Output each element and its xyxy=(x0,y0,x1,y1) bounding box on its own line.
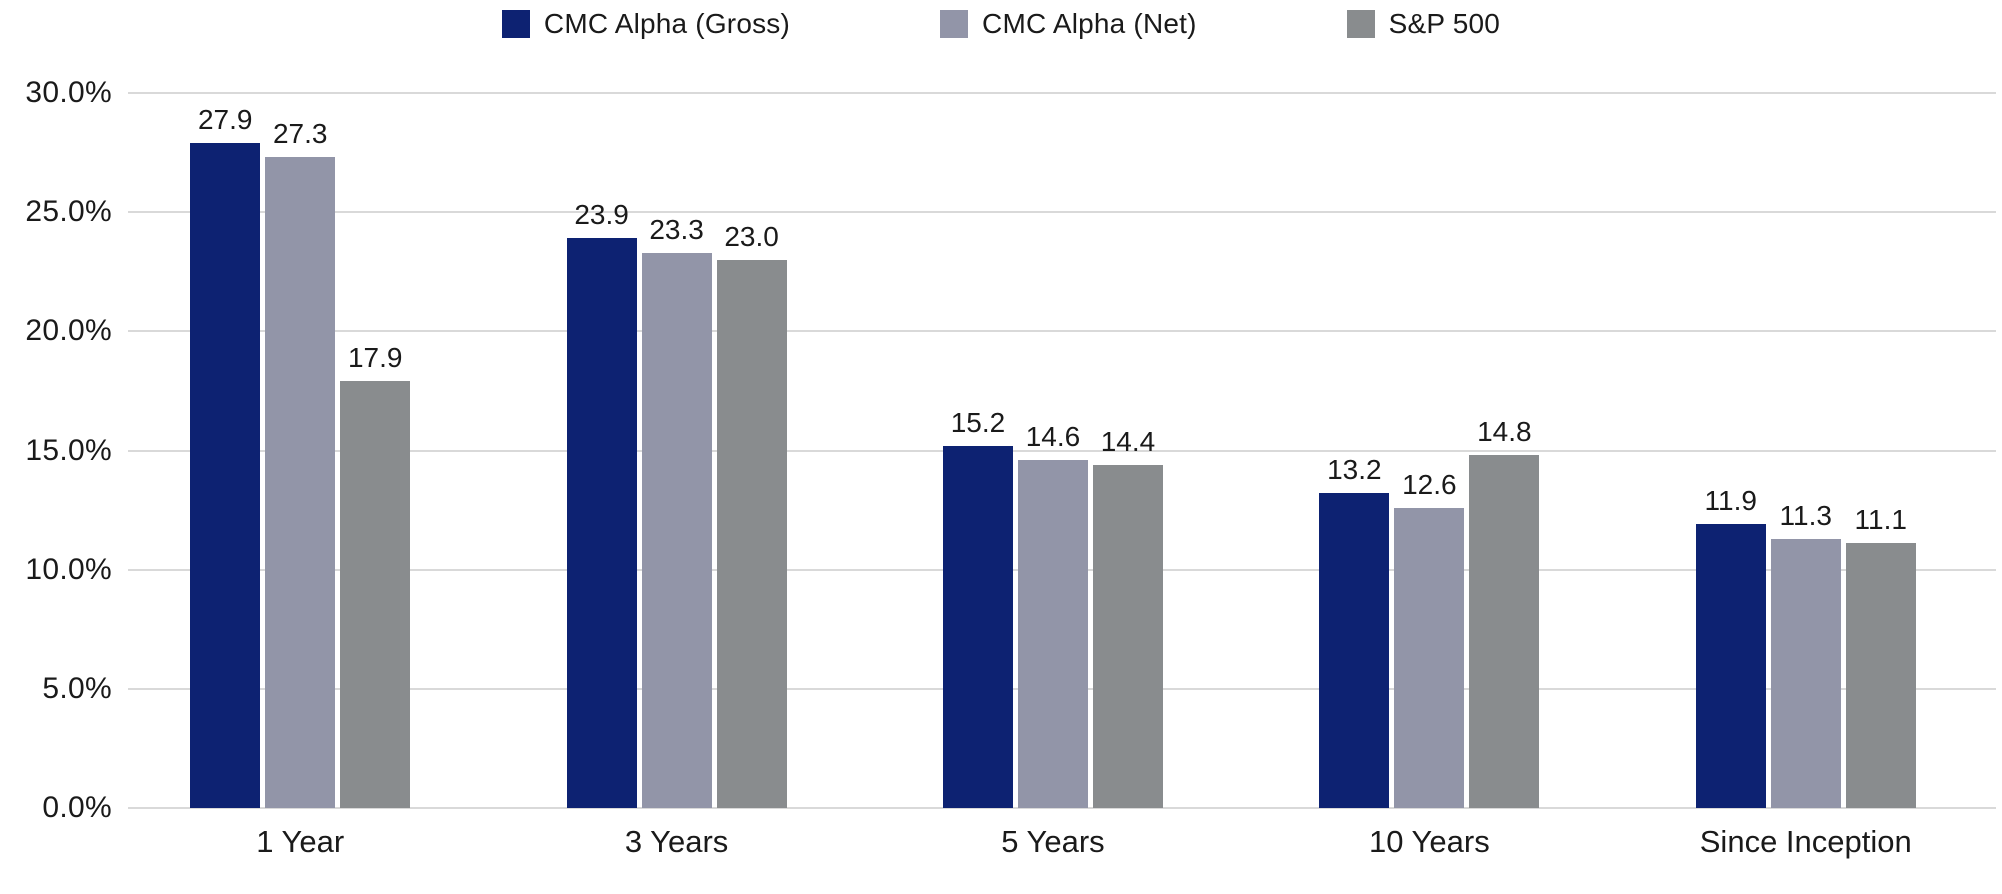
bar: 14.4 xyxy=(1092,427,1163,808)
legend-item-cmc-alpha-net: CMC Alpha (Net) xyxy=(940,8,1197,40)
plot-area: 0.0% 5.0% 10.0% 15.0% 20.0% 25.0% 30.0% 27.9 27… xyxy=(0,76,2002,859)
legend-label-cmc-alpha-net: CMC Alpha (Net) xyxy=(982,8,1197,39)
y-tick-label: 20.0% xyxy=(25,314,112,348)
x-axis-label: 1 Year xyxy=(256,824,345,859)
bar-value-label: 23.9 xyxy=(574,199,629,231)
bar-group-3-years: 23.9 23.3 23.0 3 Years xyxy=(566,93,787,859)
bar: 23.9 xyxy=(566,201,637,808)
bar-group-10-years: 13.2 12.6 14.8 10 Years xyxy=(1319,93,1540,859)
bar-value-label: 27.3 xyxy=(272,118,328,150)
y-tick-label: 0.0% xyxy=(42,791,112,824)
bar-value-label: 12.6 xyxy=(1402,468,1457,500)
legend-item-cmc-alpha-gross: CMC Alpha (Gross) xyxy=(501,8,791,40)
legend-swatch-sp500-icon xyxy=(1346,10,1375,38)
y-axis: 0.0% 5.0% 10.0% 15.0% 20.0% 25.0% 30.0% xyxy=(0,76,112,824)
bar: 27.9 xyxy=(190,106,261,808)
bar-value-label: 11.9 xyxy=(1704,485,1757,517)
gridline xyxy=(128,92,1996,94)
bar-value-label: 13.2 xyxy=(1327,454,1382,486)
x-axis-label: 3 Years xyxy=(624,824,729,859)
legend-swatch-cmc-alpha-gross-icon xyxy=(501,10,530,38)
gridline xyxy=(128,807,1996,809)
bar-group-since-inception: 11.9 11.3 11.1 Since Inception xyxy=(1695,93,1916,859)
x-axis-label: 5 Years xyxy=(1001,824,1105,859)
bar-value-label: 17.9 xyxy=(347,342,403,374)
bar: 12.6 xyxy=(1394,470,1465,808)
x-axis-label: Since Inception xyxy=(1699,824,1912,859)
gridline xyxy=(128,449,1996,452)
bar-value-label: 23.3 xyxy=(649,213,704,245)
bar-value-label: 23.0 xyxy=(724,220,779,252)
y-tick-label: 15.0% xyxy=(25,433,112,467)
bar: 14.8 xyxy=(1469,418,1540,808)
legend-item-sp500: S&P 500 xyxy=(1346,8,1501,40)
bar: 17.9 xyxy=(340,344,411,808)
bar-value-label: 11.3 xyxy=(1779,499,1832,531)
bar-value-label: 15.2 xyxy=(950,406,1006,438)
bar-value-label: 11.1 xyxy=(1854,504,1907,536)
y-tick-label: 10.0% xyxy=(25,552,112,586)
chart-legend: CMC Alpha (Gross) CMC Alpha (Net) S&P 50… xyxy=(0,8,2002,40)
bar-group-5-years: 15.2 14.6 14.4 5 Years xyxy=(942,93,1163,859)
bar: 23.3 xyxy=(641,215,712,808)
bar: 11.1 xyxy=(1845,506,1916,808)
bar: 11.9 xyxy=(1695,487,1766,808)
legend-label-sp500: S&P 500 xyxy=(1388,8,1501,39)
y-tick-label: 30.0% xyxy=(25,76,112,109)
bar: 13.2 xyxy=(1319,456,1390,808)
y-tick-label: 25.0% xyxy=(25,195,112,229)
x-axis-label: 10 Years xyxy=(1369,824,1490,859)
bar: 23.0 xyxy=(716,222,787,808)
bar: 11.3 xyxy=(1770,501,1841,808)
bar-value-label: 14.8 xyxy=(1477,416,1532,448)
bar-value-label: 14.4 xyxy=(1100,425,1156,457)
bar-groups: 27.9 27.3 17.9 1 Year 23.9 23.3 23.0 3 Years 15.… xyxy=(112,93,1994,859)
bar-value-label: 14.6 xyxy=(1025,421,1081,453)
bar: 15.2 xyxy=(942,408,1013,808)
bar: 27.3 xyxy=(265,120,336,808)
y-tick-label: 5.0% xyxy=(42,671,112,705)
gridline xyxy=(128,330,1996,333)
bar: 14.6 xyxy=(1017,423,1088,808)
gridline xyxy=(128,211,1996,214)
legend-swatch-cmc-alpha-net-icon xyxy=(940,10,969,38)
bar-value-label: 27.9 xyxy=(197,104,253,136)
legend-label-cmc-alpha-gross: CMC Alpha (Gross) xyxy=(543,8,791,39)
bar-group-1-year: 27.9 27.3 17.9 1 Year xyxy=(190,93,411,859)
